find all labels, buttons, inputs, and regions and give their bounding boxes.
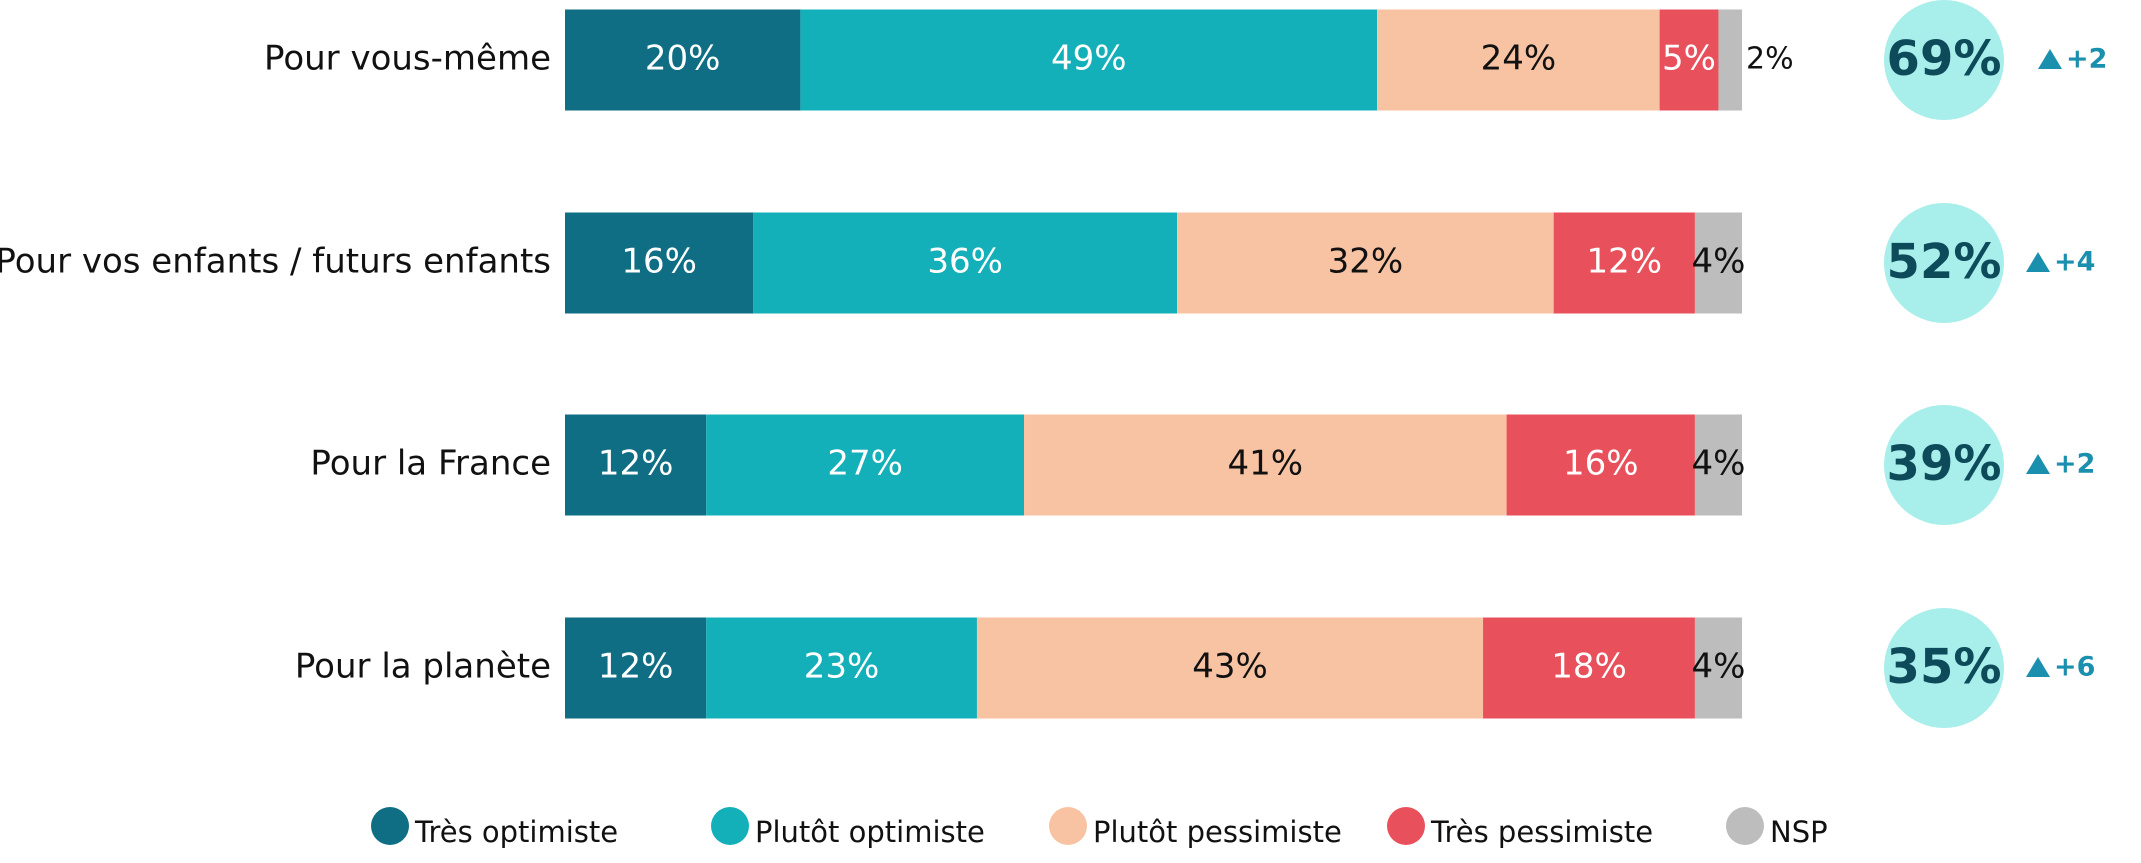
value-label: 32% (1328, 242, 1404, 282)
category-label: Pour la planète (295, 647, 551, 687)
value-label: 4% (1691, 444, 1745, 484)
bar-segment (706, 414, 1025, 516)
bar-segment (1024, 414, 1507, 516)
value-label: 41% (1228, 444, 1304, 484)
bar-segment (1694, 617, 1742, 719)
value-label: 24% (1481, 39, 1557, 79)
legend-swatch (711, 807, 749, 845)
total-circle (1884, 203, 2004, 323)
value-label: 16% (621, 242, 697, 282)
bar-segment (565, 414, 707, 516)
legend-swatch (371, 807, 409, 845)
change-arrow (2026, 657, 2050, 677)
value-label: 4% (1691, 647, 1745, 687)
total-label: 52% (1887, 234, 2002, 290)
value-label: 12% (1587, 242, 1663, 282)
bar-segment (753, 212, 1178, 314)
value-label: 16% (1563, 444, 1639, 484)
value-label: 43% (1192, 647, 1268, 687)
change-label: +6 (2054, 652, 2095, 683)
bar-segment (706, 617, 977, 719)
value-label: 12% (598, 444, 674, 484)
change-arrow (2038, 49, 2062, 69)
bar-segment (1177, 212, 1554, 314)
value-label: 5% (1662, 39, 1716, 79)
bar-segment (1694, 414, 1742, 516)
bar-segment (1483, 617, 1695, 719)
category-label: Pour vos enfants / futurs enfants (0, 242, 551, 282)
bar-segment (565, 617, 707, 719)
legend-label: Très optimiste (414, 815, 618, 849)
bar-segment (1718, 9, 1742, 111)
bar-segment (565, 9, 801, 111)
change-arrow (2026, 454, 2050, 474)
total-label: 39% (1887, 436, 2002, 492)
change-label: +2 (2066, 44, 2107, 75)
value-label: 20% (645, 39, 721, 79)
total-circle (1884, 608, 2004, 728)
value-label: 36% (927, 242, 1003, 282)
legend-label: Plutôt optimiste (755, 815, 985, 849)
value-label: 18% (1551, 647, 1627, 687)
value-label: 2% (1746, 42, 1794, 77)
change-label: +4 (2054, 247, 2095, 278)
bar-segment (1377, 9, 1660, 111)
legend-label: Plutôt pessimiste (1093, 815, 1342, 849)
bar-segment (976, 617, 1484, 719)
bar-segment (1659, 9, 1719, 111)
legend-swatch (1049, 807, 1087, 845)
total-label: 35% (1887, 639, 2002, 695)
change-arrow (2026, 252, 2050, 272)
legend-label: NSP (1770, 815, 1828, 849)
category-label: Pour la France (310, 444, 551, 484)
total-circle (1884, 405, 2004, 525)
value-label: 27% (827, 444, 903, 484)
total-circle (1884, 0, 2004, 120)
legend-swatch (1387, 807, 1425, 845)
category-label: Pour vous-même (264, 39, 551, 79)
total-label: 69% (1887, 31, 2002, 87)
change-label: +2 (2054, 449, 2095, 480)
bar-segment (1694, 212, 1742, 314)
value-label: 12% (598, 647, 674, 687)
value-label: 49% (1051, 39, 1127, 79)
legend-label: Très pessimiste (1430, 815, 1653, 849)
legend-swatch (1726, 807, 1764, 845)
value-label: 4% (1691, 242, 1745, 282)
value-label: 23% (804, 647, 880, 687)
bar-segment (1553, 212, 1695, 314)
bar-segment (565, 212, 754, 314)
bar-segment (800, 9, 1378, 111)
bar-segment (1506, 414, 1695, 516)
